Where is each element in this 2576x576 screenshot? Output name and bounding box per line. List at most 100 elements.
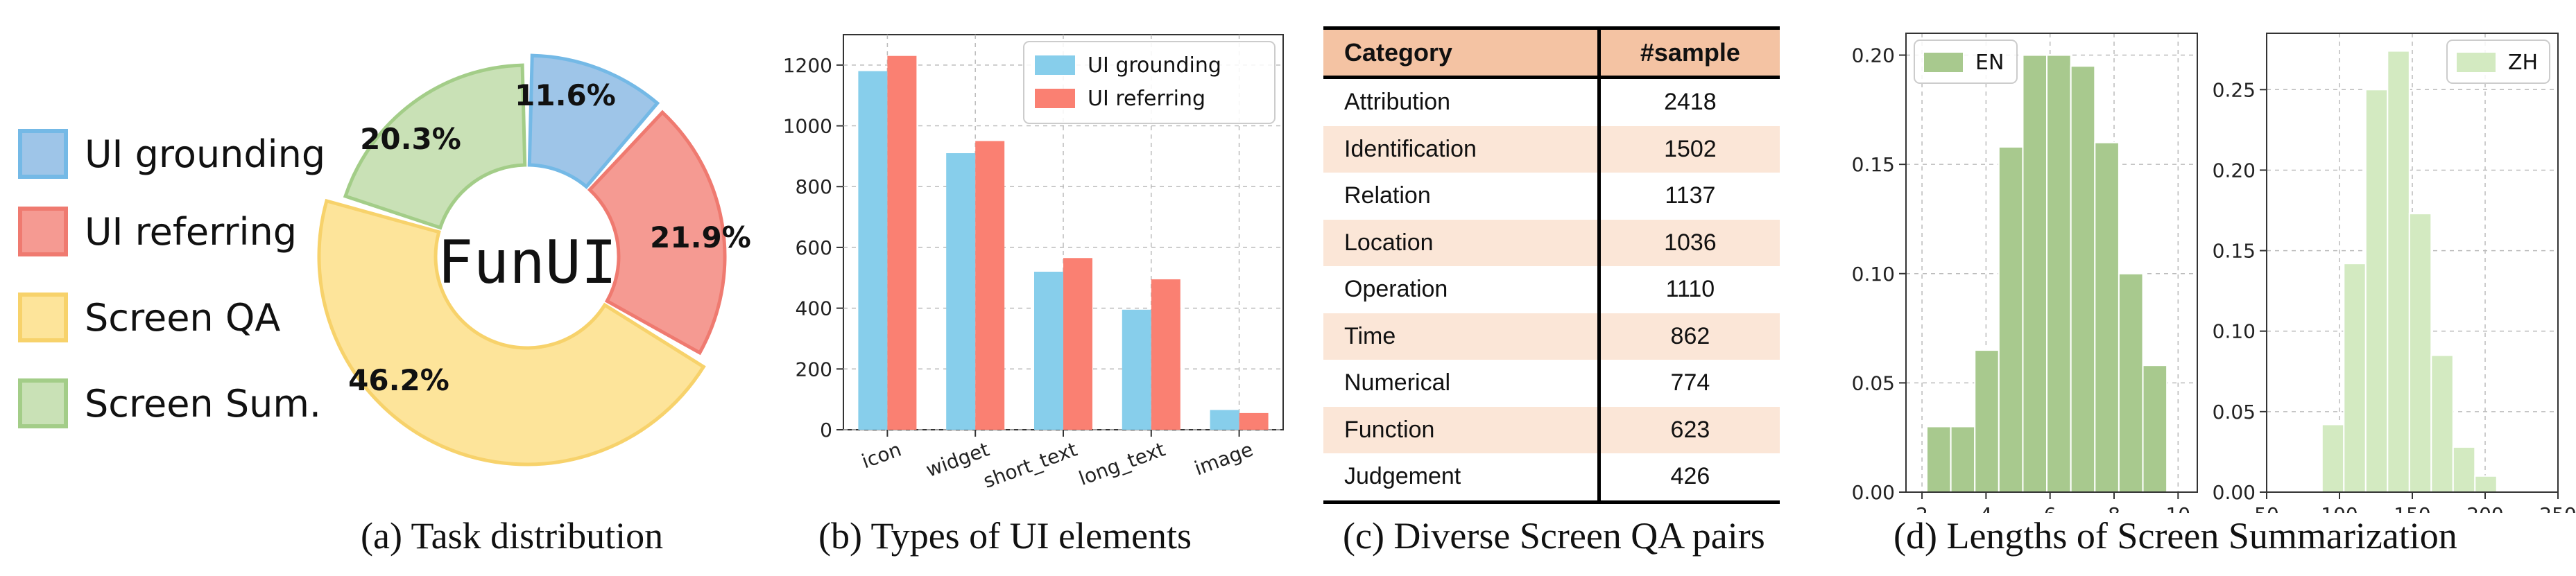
donut-slice-screen-qa: [317, 198, 706, 466]
table-cell-category: Attribution: [1344, 89, 1451, 116]
d1-hist-bar: [2118, 272, 2144, 493]
d2-hist-bar: [2430, 354, 2454, 493]
zh-legend-label: ZH: [2508, 51, 2538, 75]
bar-image-grounding: [1210, 410, 1239, 430]
caption-screen-qa: (c) Diverse Screen QA pairs: [1343, 515, 1765, 557]
slice-label-screen-qa: 46.2%: [348, 363, 449, 397]
d1-hist-bar: [2022, 54, 2048, 494]
d2-hist-bar: [2408, 213, 2432, 493]
table-row: Operation 1110: [1323, 266, 1780, 313]
legend-swatch-screen-qa: [18, 293, 68, 342]
d1-hist-bar: [1950, 426, 1976, 494]
en-length-histogram: 0.00 0.05 0.10 0.15 0.20 2 4 6 8 10 EN: [1852, 33, 2198, 513]
legend-swatch-screen-sum: [18, 378, 68, 428]
table-cell-count: 862: [1597, 313, 1780, 360]
d2-hist-bar: [2474, 475, 2498, 493]
bar-short_text-referring: [1063, 258, 1092, 430]
bar-xtick-label: long_text: [1076, 438, 1168, 490]
d1-hist-bar: [2094, 141, 2120, 493]
d1-hist-bar: [1974, 349, 2000, 493]
table-row: Function 623: [1323, 406, 1780, 453]
table-cell-count: 1036: [1597, 219, 1780, 266]
zh-legend-swatch: [2457, 53, 2496, 72]
d1-ytick-label: 0.05: [1852, 372, 1895, 394]
d1-xtick-label: 8: [2108, 503, 2120, 513]
legend-label-screen-qa: Screen QA: [85, 295, 281, 340]
d2-ytick-label: 0.15: [2213, 240, 2256, 263]
bar-short_text-grounding: [1034, 272, 1063, 430]
donut-slice-screen-sum: [343, 63, 527, 230]
bar-long_text-referring: [1151, 279, 1180, 430]
legend-label-ui-referring: UI referring: [85, 209, 298, 254]
table-row: Attribution 2418: [1323, 77, 1780, 126]
d1-xtick-label: 6: [2044, 503, 2056, 513]
d2-hist-bar: [2321, 424, 2345, 493]
slice-label-screen-sum: 20.3%: [360, 122, 461, 156]
zh-legend: ZH: [2446, 40, 2550, 84]
en-legend: EN: [1914, 40, 2018, 84]
legend-label-screen-sum: Screen Sum.: [85, 381, 322, 426]
table-row: Time 862: [1323, 313, 1780, 360]
bar-ytick-label: 1000: [783, 115, 832, 138]
task-distribution-donut: FunUI 11.6% 21.9% 46.2% 20.3%: [317, 53, 751, 466]
bar-ytick-label: 600: [796, 236, 832, 259]
d2-xtick-label: 200: [2466, 503, 2503, 513]
d1-ytick-label: 0.20: [1852, 44, 1895, 67]
d1-hist-bar: [2046, 54, 2072, 494]
bar-ytick-label: 1200: [783, 54, 832, 77]
bar-ytick-label: 0: [820, 419, 832, 442]
bar-widget-grounding: [946, 153, 976, 430]
bar-icon-referring: [887, 55, 917, 430]
table-cell-category: Judgement: [1344, 463, 1461, 490]
d1-ytick-label: 0.00: [1852, 481, 1895, 504]
d2-xtick-label: 250: [2539, 503, 2576, 513]
d1-hist-bar: [2070, 65, 2096, 494]
bar-xtick-label: short_text: [980, 438, 1080, 493]
bar-ytick-label: 800: [796, 175, 832, 198]
d1-ytick-label: 0.15: [1852, 153, 1895, 176]
en-legend-label: EN: [1975, 51, 2004, 75]
zh-length-histogram: 0.000.050.100.150.200.25 50100150200250 …: [2213, 33, 2576, 513]
table-row: Judgement 426: [1323, 453, 1780, 502]
d2-ytick-label: 0.00: [2213, 481, 2256, 504]
donut-slice-ui-referring: [587, 110, 727, 356]
table-cell-category: Function: [1323, 406, 1599, 453]
table-row: Numerical 774: [1323, 360, 1780, 407]
d2-hist-bar: [2343, 263, 2367, 493]
d1-hist-bar: [2142, 365, 2168, 493]
legend-swatch-ui-referring: [18, 207, 68, 256]
table-cell-category: Location: [1323, 219, 1599, 266]
bar-legend-swatch-referring: [1035, 89, 1075, 108]
table-cell-count: 2418: [1597, 77, 1780, 126]
slice-label-ui-grounding: 11.6%: [515, 78, 616, 112]
bar-legend-label-grounding: UI grounding: [1088, 53, 1221, 78]
d1-ytick-label: 0.10: [1852, 263, 1895, 286]
table-header-category: Category: [1323, 28, 1599, 78]
bar-legend: UI grounding UI referring: [1023, 41, 1276, 124]
bar-icon-grounding: [858, 71, 888, 430]
table-cell-count: 623: [1597, 406, 1780, 453]
legend-label-ui-grounding: UI grounding: [85, 132, 326, 176]
table-cell-category: Numerical: [1344, 369, 1451, 396]
d1-xtick-label: 4: [1980, 503, 1992, 513]
bar-ytick-label: 400: [796, 297, 832, 320]
d2-xtick-label: 150: [2394, 503, 2430, 513]
table-row: Identification 1502: [1323, 125, 1780, 173]
donut-slice-ui-grounding: [527, 53, 660, 189]
en-plot-frame: [1905, 33, 2198, 493]
legend-swatch-ui-grounding: [18, 129, 68, 179]
table-cell-category: Identification: [1323, 125, 1599, 173]
d2-hist-bar: [2452, 446, 2476, 494]
d2-hist-bar: [2364, 89, 2389, 494]
bar-image-referring: [1239, 412, 1269, 430]
d2-xtick-label: 50: [2254, 503, 2279, 513]
table-cell-count: 1137: [1597, 173, 1780, 220]
legend-item-screen-sum: Screen Sum.: [18, 378, 321, 428]
legend-item-ui-grounding: UI grounding: [18, 129, 325, 179]
legend-item-ui-referring: UI referring: [18, 207, 297, 256]
table-cell-count: 774: [1597, 360, 1780, 407]
d2-hist-bar: [2387, 50, 2410, 493]
bar-xtick-label: icon: [859, 438, 904, 473]
d2-ytick-label: 0.05: [2213, 401, 2256, 424]
